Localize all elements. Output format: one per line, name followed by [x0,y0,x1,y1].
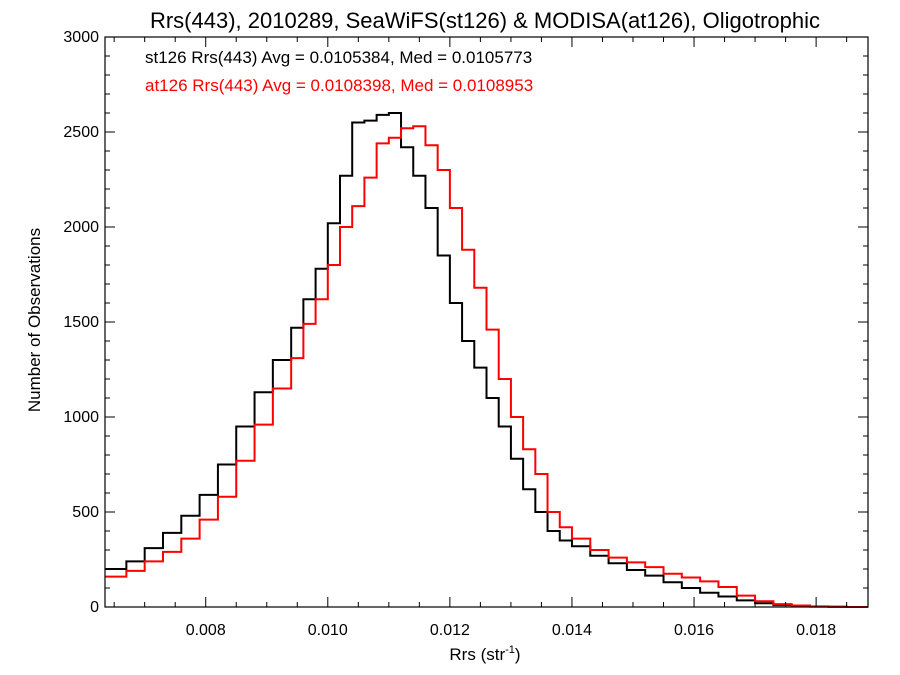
y-tick-label: 3000 [63,29,99,46]
y-tick-label: 500 [72,504,99,521]
y-tick-label: 2500 [63,124,99,141]
plot-frame [104,36,869,608]
x-tick-label: 0.018 [796,622,836,639]
series-line-st126 [105,112,868,608]
series-line-at126 [105,125,868,608]
chart-title: Rrs(443), 2010289, SeaWiFS(st126) & MODI… [150,8,820,33]
x-axis-title: Rrs (str-1) [449,644,520,664]
annotation-st126: st126 Rrs(443) Avg = 0.0105384, Med = 0.… [145,48,532,67]
x-tick-label: 0.008 [186,622,226,639]
x-tick-label: 0.012 [430,622,470,639]
y-axis-title: Number of Observations [25,228,44,412]
ticks-layer: 0.008 0.010 0.012 0.014 0.016 0.018 0 500 1000 15… [63,29,868,639]
annotation-at126: at126 Rrs(443) Avg = 0.0108398, Med = 0.… [145,76,533,95]
y-tick-label: 1500 [63,314,99,331]
y-tick-label: 0 [90,599,99,616]
y-tick-label: 2000 [63,219,99,236]
x-tick-label: 0.016 [674,622,714,639]
series-layer [105,112,868,608]
svg-text:Number of Observations: Number of Observations [25,228,44,412]
x-tick-label: 0.014 [552,622,592,639]
x-tick-label: 0.010 [308,622,348,639]
y-tick-label: 1000 [63,409,99,426]
